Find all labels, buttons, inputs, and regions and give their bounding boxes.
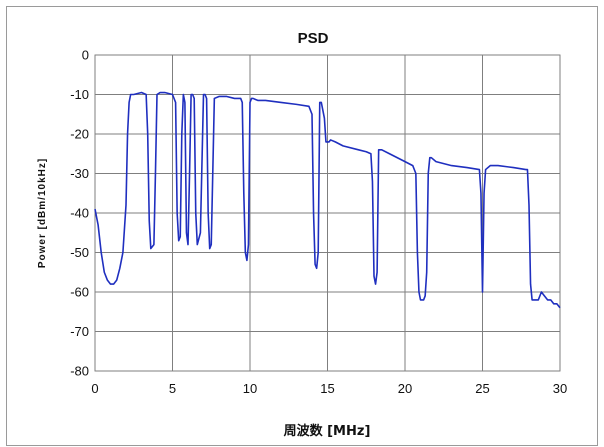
- x-tick-label: 30: [553, 381, 567, 396]
- x-tick-label: 15: [320, 381, 334, 396]
- x-axis-ticks: 0 5 10 15 20 25 30: [91, 381, 567, 396]
- y-tick-label: -60: [70, 285, 89, 300]
- y-tick-label: -80: [70, 364, 89, 379]
- x-tick-label: 25: [475, 381, 489, 396]
- x-tick-label: 5: [169, 381, 176, 396]
- y-tick-label: -10: [70, 87, 89, 102]
- x-tick-label: 0: [91, 381, 98, 396]
- y-tick-label: -40: [70, 206, 89, 221]
- psd-line: [94, 91, 561, 309]
- y-axis-ticks: 0 -10 -20 -30 -40 -50 -60 -70 -80: [70, 48, 89, 379]
- y-tick-label: -70: [70, 324, 89, 339]
- x-tick-label: 20: [398, 381, 412, 396]
- y-tick-label: 0: [82, 48, 89, 63]
- y-tick-label: -50: [70, 245, 89, 260]
- y-axis-label: Power [dBm/10kHz]: [37, 158, 48, 268]
- x-tick-label: 10: [243, 381, 257, 396]
- chart-frame: PSD 0 -10 -20 -30 -40 -50 -60 -70 -80 0 5 10 15 20 25…: [6, 6, 598, 446]
- y-tick-label: -20: [70, 127, 89, 142]
- psd-chart: PSD 0 -10 -20 -30 -40 -50 -60 -70 -80 0 5 10 15 20 25…: [37, 30, 567, 439]
- chart-title: PSD: [298, 30, 329, 47]
- y-tick-label: -30: [70, 166, 89, 181]
- x-axis-label: 周波数 [MHz]: [284, 423, 371, 439]
